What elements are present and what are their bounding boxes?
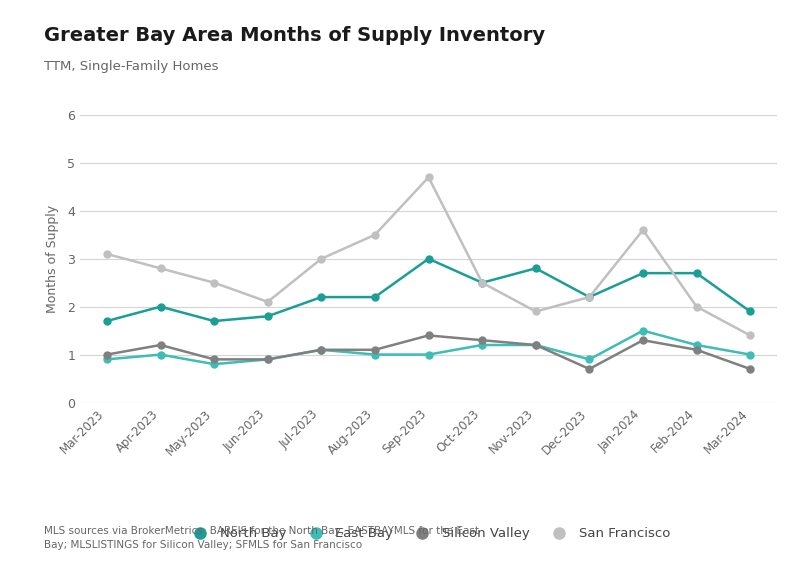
Text: Greater Bay Area Months of Supply Inventory: Greater Bay Area Months of Supply Invent…	[44, 26, 545, 45]
Text: MLS sources via BrokerMetrics: BAREIS for the North Bay; EASTBAYMLS for the East: MLS sources via BrokerMetrics: BAREIS fo…	[44, 526, 479, 550]
Legend: North Bay, East Bay, Silicon Valley, San Francisco: North Bay, East Bay, Silicon Valley, San…	[182, 522, 675, 546]
Text: TTM, Single-Family Homes: TTM, Single-Family Homes	[44, 60, 219, 74]
Y-axis label: Months of Supply: Months of Supply	[46, 205, 59, 313]
